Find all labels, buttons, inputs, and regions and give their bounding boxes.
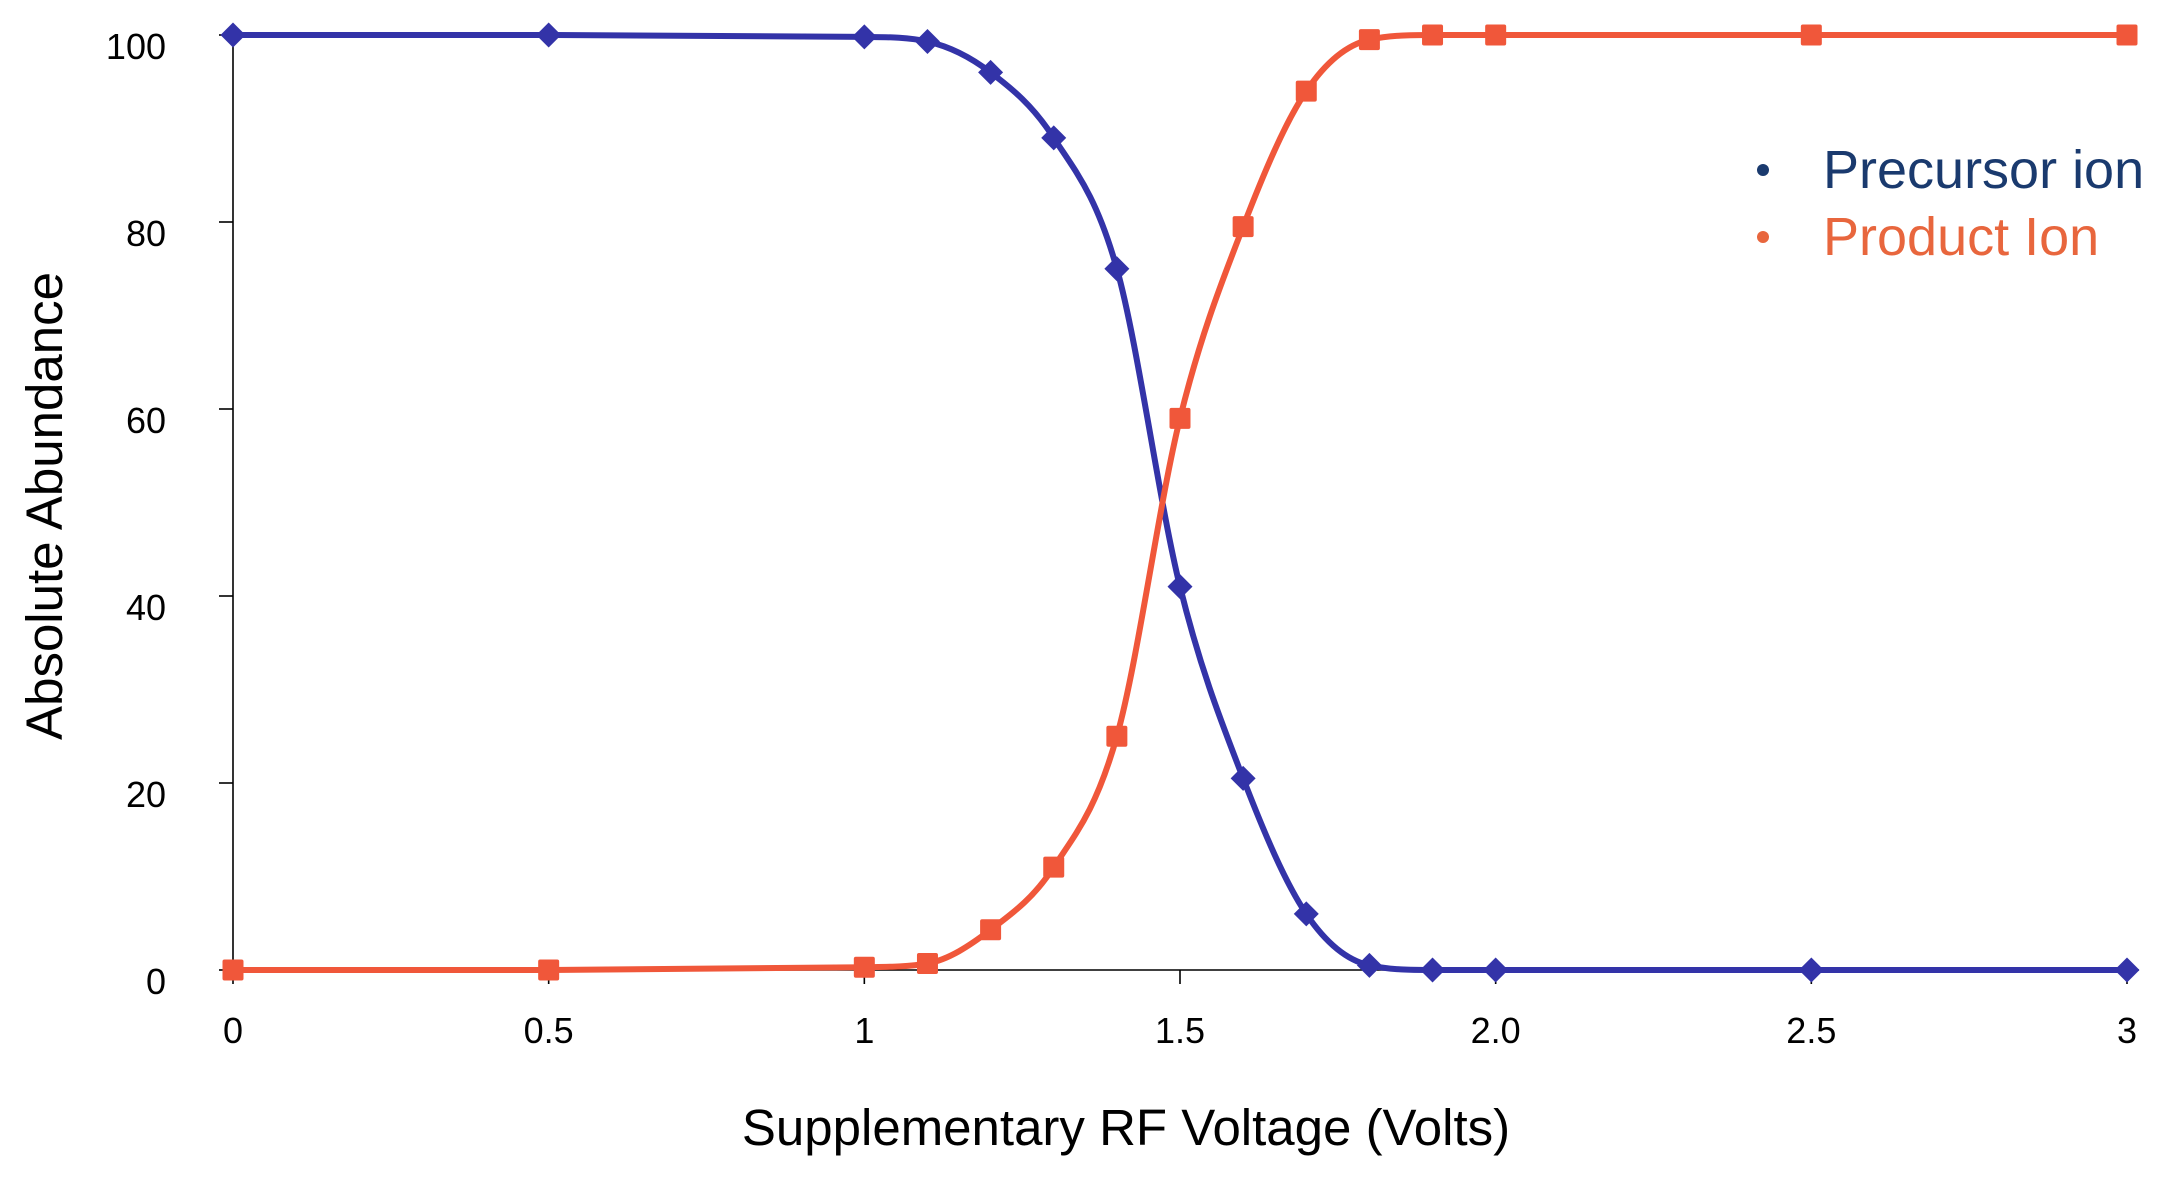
markers-precursor	[220, 22, 2140, 983]
data-point-precursor	[851, 24, 877, 50]
data-point-precursor	[1420, 957, 1446, 983]
series-precursor	[230, 32, 2130, 974]
series-line-precursor	[230, 32, 2130, 974]
data-point-product	[1232, 216, 1254, 238]
data-point-product	[1106, 725, 1128, 747]
data-point-precursor	[1167, 574, 1193, 600]
y-tick-label: 100	[106, 26, 166, 67]
data-point-product	[1422, 24, 1444, 46]
data-point-precursor	[1483, 957, 1509, 983]
data-point-precursor	[978, 59, 1004, 85]
legend: Precursor ion Product Ion	[1757, 140, 2144, 267]
y-tick-label: 40	[126, 587, 166, 628]
legend-label-precursor: Precursor ion	[1823, 140, 2144, 200]
series-product	[230, 32, 2130, 974]
data-point-precursor	[1230, 765, 1256, 791]
data-point-precursor	[220, 22, 246, 48]
data-point-precursor	[536, 22, 562, 48]
data-point-product	[980, 919, 1002, 941]
data-point-precursor	[1798, 957, 1824, 983]
data-point-product	[1800, 24, 1822, 46]
data-point-precursor	[2114, 957, 2140, 983]
data-point-precursor	[914, 29, 940, 55]
data-point-product	[916, 952, 938, 974]
y-tick-label: 0	[146, 961, 166, 1002]
data-point-product	[2116, 24, 2138, 46]
data-point-product	[1169, 407, 1191, 429]
x-axis-title: Supplementary RF Voltage (Volts)	[742, 1099, 1510, 1156]
y-tick-label: 20	[126, 774, 166, 815]
plot-area	[220, 22, 2140, 983]
legend-label-product: Product Ion	[1823, 207, 2099, 267]
data-point-product	[853, 956, 875, 978]
legend-marker-product	[1757, 231, 1769, 243]
data-point-precursor	[1041, 125, 1067, 151]
markers-product	[222, 24, 2138, 981]
data-point-product	[538, 959, 560, 981]
data-point-product	[1358, 29, 1380, 51]
legend-marker-precursor	[1757, 164, 1769, 176]
data-point-product	[222, 959, 244, 981]
axes: 0 20 40 60 80 100 0 0.5 1 1.5 2.0 2.5 3	[106, 26, 2139, 1051]
x-tick-label: 2.0	[1471, 1010, 1521, 1051]
data-point-precursor	[1104, 256, 1130, 282]
data-point-precursor	[1356, 952, 1382, 978]
x-tick-label: 2.5	[1786, 1010, 1836, 1051]
y-axis-title: Absolute Abundance	[16, 272, 73, 740]
series-line-product	[230, 32, 2130, 974]
x-tick-label: 1	[854, 1010, 874, 1051]
x-tick-label: 0	[223, 1010, 243, 1051]
y-tick-label: 60	[126, 400, 166, 441]
x-tick-label: 0.5	[524, 1010, 574, 1051]
data-point-product	[1295, 80, 1317, 102]
data-point-product	[1043, 856, 1065, 878]
x-tick-label: 1.5	[1155, 1010, 1205, 1051]
y-tick-label: 80	[126, 213, 166, 254]
data-point-product	[1485, 24, 1507, 46]
x-tick-label: 3	[2117, 1010, 2137, 1051]
data-point-precursor	[1293, 901, 1319, 927]
